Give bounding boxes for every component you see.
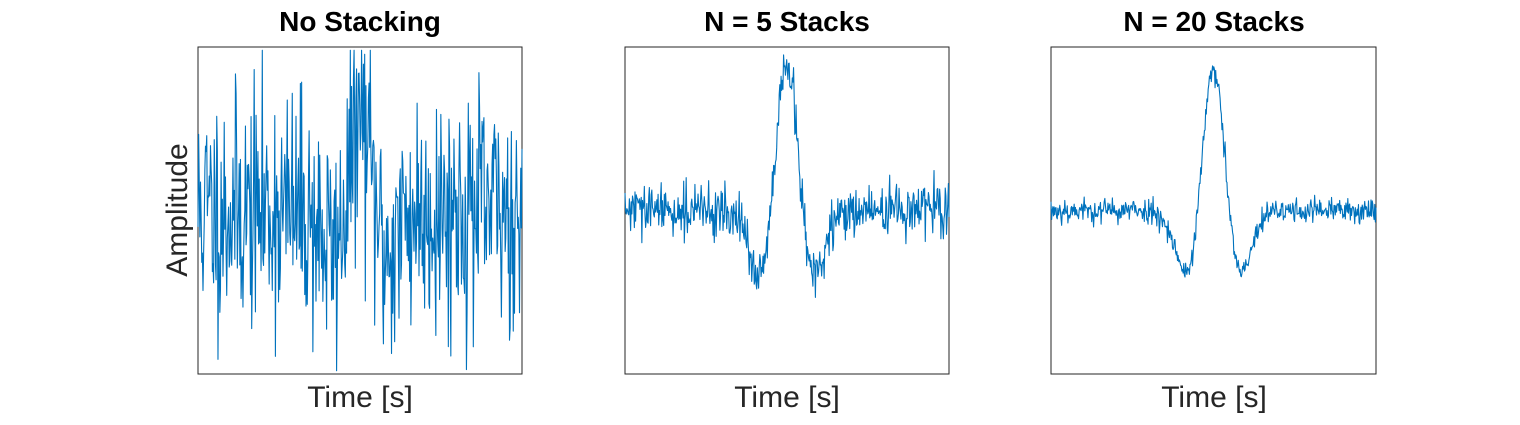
signal-trace — [197, 49, 523, 372]
plot-area — [1050, 46, 1377, 375]
signal-trace — [1050, 65, 1377, 278]
x-axis-label: Time [s] — [307, 381, 413, 414]
panel-20-stacks: N = 20 Stacks Time [s] — [1050, 6, 1377, 414]
y-axis-label: Amplitude — [161, 143, 194, 276]
x-axis-label: Time [s] — [734, 381, 840, 414]
panel-5-stacks: N = 5 Stacks Time [s] — [624, 6, 950, 414]
panel-no-stacking: No Stacking Time [s] Amplitude — [161, 6, 523, 414]
panel-title: N = 20 Stacks — [1123, 6, 1304, 37]
x-axis-label: Time [s] — [1161, 381, 1267, 414]
panel-title: No Stacking — [279, 6, 441, 37]
panel-title: N = 5 Stacks — [704, 6, 870, 37]
signal-trace — [624, 54, 950, 298]
